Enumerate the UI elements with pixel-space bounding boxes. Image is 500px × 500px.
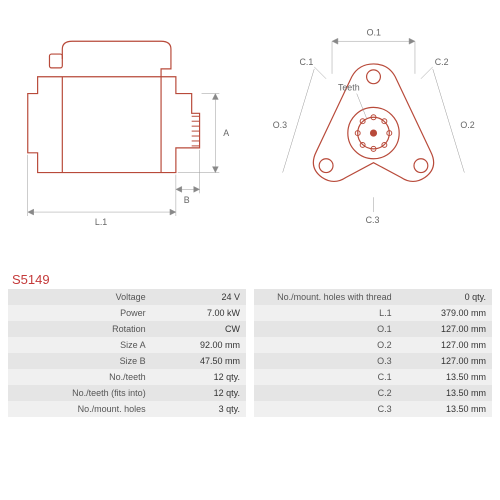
dim-c2-label: C.2 [435, 57, 449, 67]
spec-row: No./mount. holes3 qty. [8, 401, 246, 417]
spec-value: 12 qty. [152, 369, 246, 385]
spec-row: No./teeth12 qty. [8, 369, 246, 385]
spec-label: No./teeth [8, 369, 152, 385]
spec-value: 24 V [152, 289, 246, 305]
spec-value: 12 qty. [152, 385, 246, 401]
dim-o2-label: O.2 [460, 120, 474, 130]
spec-value: 0 qty. [398, 289, 492, 305]
spec-label: C.2 [254, 385, 398, 401]
spec-value: 127.00 mm [398, 321, 492, 337]
spec-value: 13.50 mm [398, 369, 492, 385]
spec-value: 7.00 kW [152, 305, 246, 321]
spec-row: O.3127.00 mm [254, 353, 492, 369]
spec-label: O.1 [254, 321, 398, 337]
spec-row: C.313.50 mm [254, 401, 492, 417]
spec-label: O.2 [254, 337, 398, 353]
spec-value: 47.50 mm [152, 353, 246, 369]
spec-row: No./teeth (fits into)12 qty. [8, 385, 246, 401]
spec-value: 92.00 mm [152, 337, 246, 353]
dim-o3-label: O.3 [273, 120, 287, 130]
spec-label: Size A [8, 337, 152, 353]
spec-value: 13.50 mm [398, 385, 492, 401]
dim-l1-label: L.1 [95, 217, 107, 227]
spec-label: Power [8, 305, 152, 321]
spec-value: 127.00 mm [398, 337, 492, 353]
dim-o1-label: O.1 [367, 27, 381, 37]
spec-row: C.113.50 mm [254, 369, 492, 385]
spec-value: 3 qty. [152, 401, 246, 417]
specs-left-column: Voltage24 VPower7.00 kWRotationCWSize A9… [8, 289, 246, 417]
dim-c3-label: C.3 [366, 215, 380, 225]
spec-label: O.3 [254, 353, 398, 369]
part-number: S5149 [12, 272, 492, 287]
spec-label: Size B [8, 353, 152, 369]
spec-label: C.1 [254, 369, 398, 385]
spec-row: C.213.50 mm [254, 385, 492, 401]
specs-table: Voltage24 VPower7.00 kWRotationCWSize A9… [8, 289, 492, 417]
dim-c1-label: C.1 [299, 57, 313, 67]
dim-a-label: A [223, 128, 229, 138]
spec-row: RotationCW [8, 321, 246, 337]
spec-label: Voltage [8, 289, 152, 305]
spec-label: C.3 [254, 401, 398, 417]
spec-row: O.2127.00 mm [254, 337, 492, 353]
spec-row: O.1127.00 mm [254, 321, 492, 337]
spec-row: Size B47.50 mm [8, 353, 246, 369]
teeth-label: Teeth [338, 83, 360, 93]
spec-value: 127.00 mm [398, 353, 492, 369]
spec-label: No./mount. holes [8, 401, 152, 417]
spec-row: Voltage24 V [8, 289, 246, 305]
spec-row: Power7.00 kW [8, 305, 246, 321]
front-view-diagram: O.1 O.2 O.3 C.1 C.2 C.3 [255, 8, 492, 268]
spec-label: No./teeth (fits into) [8, 385, 152, 401]
spec-value: CW [152, 321, 246, 337]
spec-label: L.1 [254, 305, 398, 321]
spec-row: No./mount. holes with thread0 qty. [254, 289, 492, 305]
spec-label: Rotation [8, 321, 152, 337]
spec-value: 379.00 mm [398, 305, 492, 321]
spec-row: Size A92.00 mm [8, 337, 246, 353]
spec-row: L.1379.00 mm [254, 305, 492, 321]
spec-value: 13.50 mm [398, 401, 492, 417]
side-view-diagram: A B L.1 [8, 8, 245, 268]
specs-right-column: No./mount. holes with thread0 qty.L.1379… [254, 289, 492, 417]
spec-label: No./mount. holes with thread [254, 289, 398, 305]
dim-b-label: B [184, 195, 190, 205]
